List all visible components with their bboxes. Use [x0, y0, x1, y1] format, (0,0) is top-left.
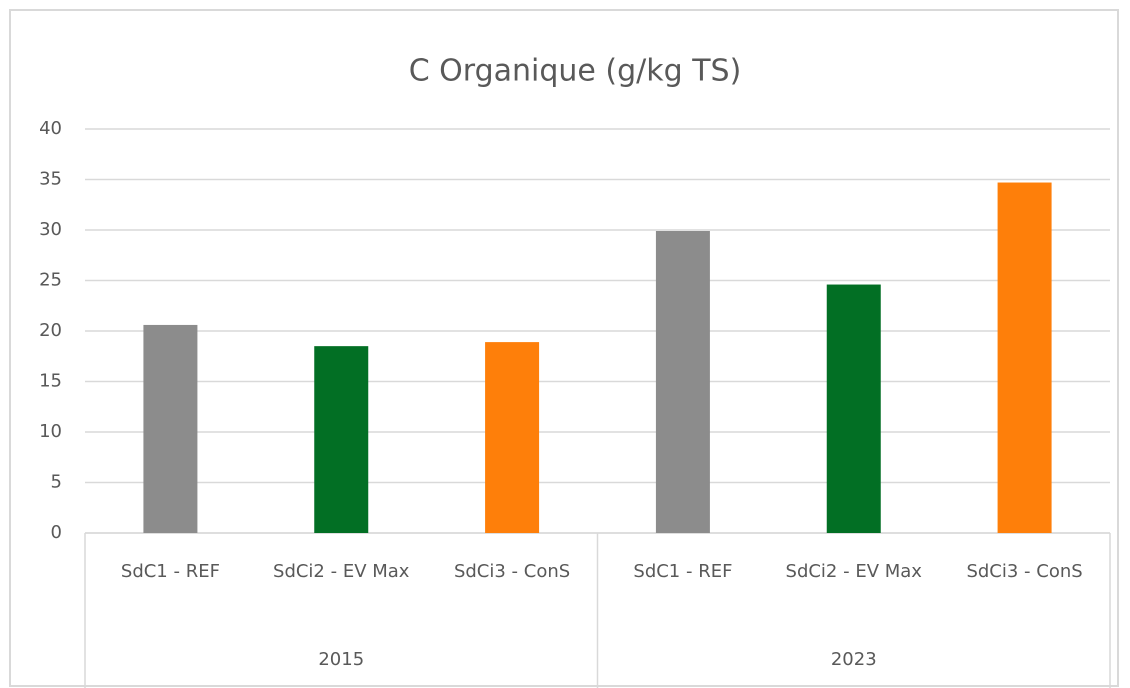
x-tick-label: SdCi3 - ConS	[966, 561, 1083, 582]
bar	[314, 346, 369, 533]
y-tick-label: 0	[51, 522, 62, 543]
chart-border	[9, 9, 1119, 687]
bar	[997, 182, 1052, 533]
y-tick-label: 40	[39, 118, 62, 139]
x-tick-label: SdC1 - REF	[633, 561, 733, 582]
x-tick-label: SdCi3 - ConS	[453, 561, 571, 582]
x-tick-label: SdCi2 - EV Max	[785, 561, 922, 582]
bar	[826, 284, 881, 533]
y-tick-label: 15	[39, 371, 62, 392]
y-tick-label: 5	[51, 472, 62, 493]
y-tick-label: 20	[39, 320, 62, 341]
bar	[143, 324, 198, 533]
chart-title: C Organique (g/kg TS)	[409, 54, 742, 89]
y-tick-label: 30	[39, 219, 62, 240]
group-label: 2015	[318, 649, 365, 670]
y-tick-label: 10	[39, 421, 62, 442]
group-label: 2023	[830, 649, 877, 670]
bar	[655, 231, 710, 533]
bar	[485, 342, 540, 533]
x-tick-label: SdCi2 - EV Max	[273, 561, 410, 582]
x-tick-label: SdC1 - REF	[120, 561, 220, 582]
y-tick-label: 35	[39, 169, 62, 190]
y-tick-label: 25	[39, 270, 62, 291]
